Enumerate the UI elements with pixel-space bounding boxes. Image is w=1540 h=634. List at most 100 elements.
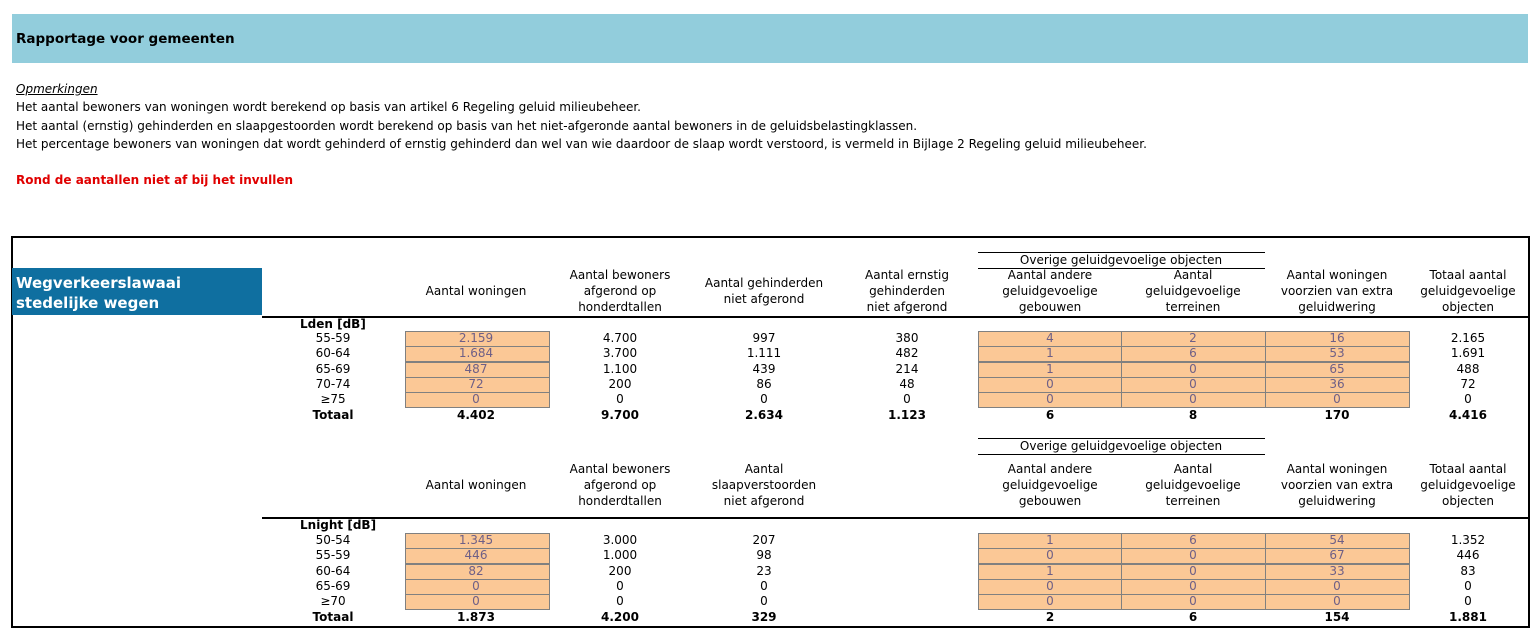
- cell-value: 72: [468, 376, 484, 391]
- cell-value: 1: [1046, 563, 1054, 578]
- cell-value: 0: [1189, 376, 1197, 391]
- column-header: niet afgerond: [723, 494, 805, 508]
- section-label: Wegverkeerslawaai: [16, 274, 182, 292]
- cell-value: 380: [895, 331, 919, 345]
- cell-value: 1.111: [746, 346, 782, 361]
- row-label: 60-64: [315, 563, 351, 578]
- header-rule: [262, 316, 1528, 318]
- cell-value: 0: [1333, 392, 1341, 407]
- cell-value: 23: [756, 563, 772, 578]
- note-line: Het aantal (ernstig) gehinderden en slaa…: [16, 119, 918, 133]
- cell-value: 0: [903, 392, 911, 407]
- note-line: Het percentage bewoners van woningen dat…: [16, 137, 1147, 151]
- column-header: objecten: [1442, 300, 1494, 314]
- cell-value: 3.000: [602, 533, 638, 547]
- cell-value: 0: [1189, 594, 1197, 609]
- cell-value: 439: [752, 361, 776, 376]
- cell-value: 0: [472, 594, 480, 609]
- cell-value: 82: [468, 563, 484, 578]
- column-header: Aantal woningen: [1286, 268, 1388, 282]
- column-header: geluidwering: [1298, 494, 1376, 508]
- column-header: gebouwen: [1018, 494, 1082, 508]
- column-header: afgerond op: [583, 284, 657, 298]
- row-label: 70-74: [315, 376, 351, 391]
- cell-value: 4: [1046, 331, 1054, 345]
- cell-value: 207: [752, 533, 776, 547]
- cell-value: 1.345: [458, 533, 494, 547]
- cell-value: 214: [895, 361, 919, 376]
- unit-label: Lnight [dB]: [300, 518, 377, 532]
- column-header: afgerond op: [583, 478, 657, 492]
- cell-value: 0: [1189, 392, 1197, 407]
- cell-value: 4.700: [602, 331, 638, 345]
- column-header: geluidgevoelige: [1002, 478, 1098, 492]
- column-header: geluidgevoelige: [1420, 478, 1516, 492]
- cell-value: 0: [1046, 548, 1054, 563]
- cell-value: 6: [1189, 346, 1197, 361]
- cell-value: 48: [899, 376, 915, 391]
- column-header: geluidgevoelige: [1145, 478, 1241, 492]
- cell-value: 0: [1046, 392, 1054, 407]
- input-cell: [405, 594, 550, 611]
- column-header: honderdtallen: [578, 300, 662, 314]
- page-title: Rapportage voor gemeenten: [16, 31, 235, 47]
- column-header: Aantal ernstig: [865, 268, 949, 282]
- cell-value: 16: [1329, 331, 1345, 345]
- cell-value: 2.165: [1450, 331, 1486, 345]
- cell-value: 2.159: [458, 331, 494, 345]
- row-label: 65-69: [315, 361, 351, 376]
- header-bar: [12, 14, 1528, 63]
- cell-value: 0: [1333, 578, 1341, 593]
- column-header: Totaal aantal: [1429, 462, 1507, 476]
- cell-value: 0: [760, 578, 768, 593]
- group-header: Overige geluidgevoelige objecten: [1019, 439, 1223, 453]
- cell-value: 0: [1046, 376, 1054, 391]
- total-label: Totaal: [312, 609, 354, 624]
- cell-value: 0: [1333, 594, 1341, 609]
- column-header: voorzien van extra: [1280, 478, 1394, 492]
- column-header: niet afgerond: [866, 300, 948, 314]
- cell-value: 487: [464, 361, 488, 376]
- unit-label: Lden [dB]: [300, 317, 366, 331]
- cell-value: 200: [608, 563, 632, 578]
- cell-value: 3.700: [602, 346, 638, 361]
- cell-value: 1.691: [1450, 346, 1486, 361]
- section-label-box: [12, 268, 262, 315]
- total-value: 4.200: [601, 609, 639, 624]
- cell-value: 83: [1460, 563, 1476, 578]
- group-header: Overige geluidgevoelige objecten: [1019, 253, 1223, 267]
- column-header: gebouwen: [1018, 300, 1082, 314]
- row-label: 60-64: [315, 346, 351, 361]
- column-header: geluidgevoelige: [1420, 284, 1516, 298]
- cell-value: 36: [1329, 376, 1345, 391]
- cell-value: 65: [1329, 361, 1345, 376]
- section-label: stedelijke wegen: [16, 294, 160, 312]
- total-label: Totaal: [312, 407, 354, 422]
- total-value: 2.634: [745, 407, 783, 422]
- column-header: Aantal: [1173, 268, 1213, 282]
- cell-value: 0: [1189, 578, 1197, 593]
- cell-value: 1: [1046, 533, 1054, 547]
- cell-value: 997: [752, 331, 776, 345]
- cell-value: 1: [1046, 346, 1054, 361]
- cell-value: 67: [1329, 548, 1345, 563]
- column-header: Aantal: [744, 462, 784, 476]
- total-value: 2: [1045, 609, 1055, 624]
- column-header: Aantal gehinderden: [704, 276, 824, 290]
- cell-value: 0: [1189, 563, 1197, 578]
- column-header: Aantal: [1173, 462, 1213, 476]
- column-header: Aantal bewoners: [569, 462, 671, 476]
- total-value: 170: [1324, 407, 1350, 422]
- row-label: ≥70: [320, 594, 346, 609]
- column-header: Aantal woningen: [425, 478, 527, 492]
- cell-value: 2: [1189, 331, 1197, 345]
- total-value: 6: [1045, 407, 1055, 422]
- warning: Rond de aantallen niet af bij het invull…: [16, 173, 294, 187]
- column-header: Aantal bewoners: [569, 268, 671, 282]
- cell-value: 0: [1464, 594, 1472, 609]
- cell-value: 1.684: [458, 346, 494, 361]
- cell-value: 0: [760, 392, 768, 407]
- cell-value: 0: [1189, 548, 1197, 563]
- cell-value: 0: [1046, 578, 1054, 593]
